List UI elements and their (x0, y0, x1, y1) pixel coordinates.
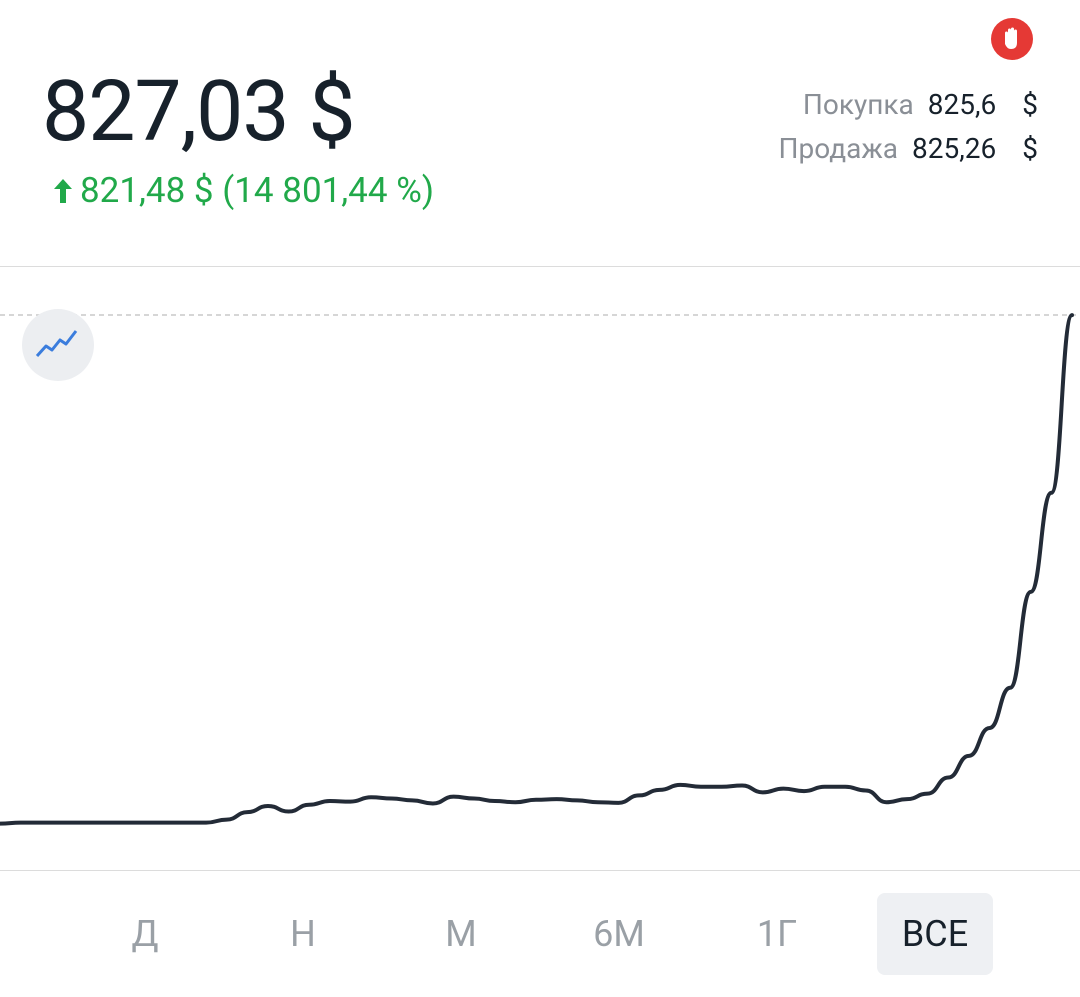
sell-quote: Продажа 825,26 $ (779, 132, 1038, 165)
quote-label: Продажа (778, 132, 899, 165)
price: 827,03 $ (42, 62, 356, 161)
price-line (0, 313, 1074, 826)
quote-value: 825,6 (927, 88, 997, 121)
period-tab[interactable]: М (445, 913, 477, 955)
quote-currency: $ (1022, 88, 1038, 121)
period-tab[interactable]: 6М (593, 913, 645, 955)
quote-label: Покупка (802, 88, 914, 121)
price-change: 821,48 $ (14 801,44 %) (52, 170, 434, 211)
chart (0, 309, 1080, 826)
period-tab[interactable]: 1Г (756, 913, 798, 955)
chart-type-button[interactable] (22, 309, 94, 381)
divider (0, 266, 1080, 267)
period-tab[interactable]: Д (131, 913, 159, 955)
divider (0, 870, 1080, 871)
quote-currency: $ (1022, 132, 1038, 165)
up-arrow (54, 178, 72, 203)
stop-icon[interactable] (990, 17, 1034, 61)
period-tab[interactable]: Н (290, 913, 316, 955)
buy-quote: Покупка 825,6 $ (803, 88, 1038, 121)
change-text: 821,48 $ (14 801,44 %) (80, 170, 435, 211)
quote-value: 825,26 (912, 132, 997, 165)
period-tab[interactable]: ВСЕ (877, 893, 993, 975)
